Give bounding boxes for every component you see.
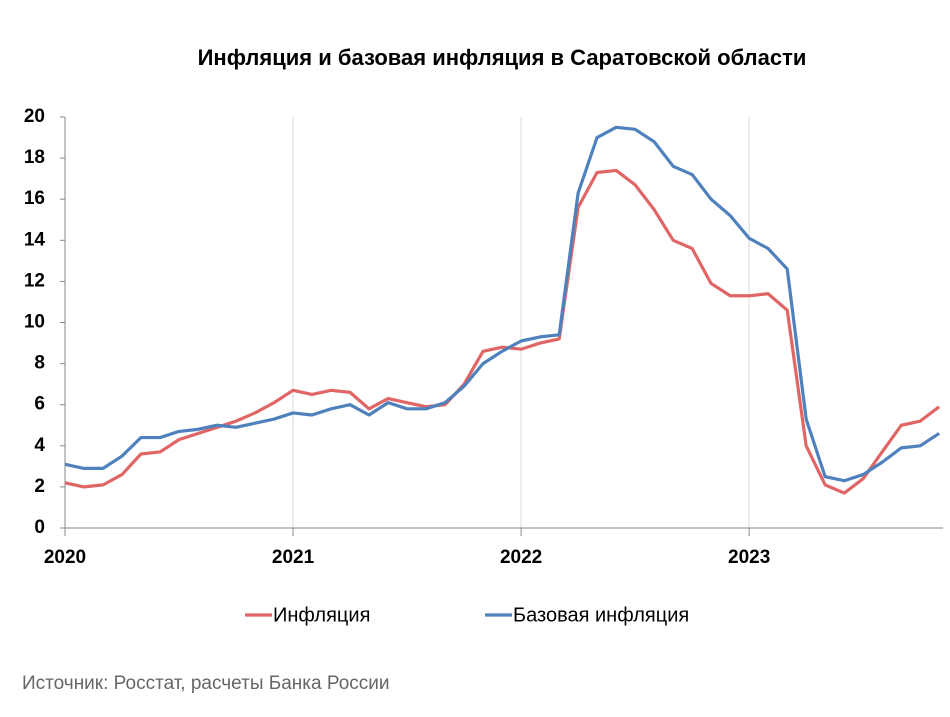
chart-title: Инфляция и базовая инфляция в Саратовско… xyxy=(198,45,807,70)
y-tick-label: 18 xyxy=(24,147,45,168)
y-tick-label: 0 xyxy=(34,517,45,538)
line-series xyxy=(64,168,941,495)
x-tick-label: 2023 xyxy=(728,547,770,568)
legend-label: Инфляция xyxy=(273,604,370,626)
x-tick-label: 2021 xyxy=(272,547,315,568)
x-tick-label: 2022 xyxy=(500,547,542,568)
x-tick-label: 2020 xyxy=(44,547,86,568)
y-tick-label: 4 xyxy=(34,435,45,456)
source-note: Источник: Росстат, расчеты Банка России xyxy=(22,673,390,694)
line-series xyxy=(64,125,940,483)
legend-label: Базовая инфляция xyxy=(513,604,689,626)
y-tick-label: 20 xyxy=(24,106,45,127)
y-tick-label: 14 xyxy=(24,229,46,250)
y-tick-label: 8 xyxy=(34,353,45,374)
y-tick-label: 6 xyxy=(34,394,45,415)
y-tick-label: 10 xyxy=(24,312,45,333)
y-tick-label: 12 xyxy=(24,270,45,291)
y-tick-label: 16 xyxy=(24,188,45,209)
y-tick-label: 2 xyxy=(34,476,45,497)
